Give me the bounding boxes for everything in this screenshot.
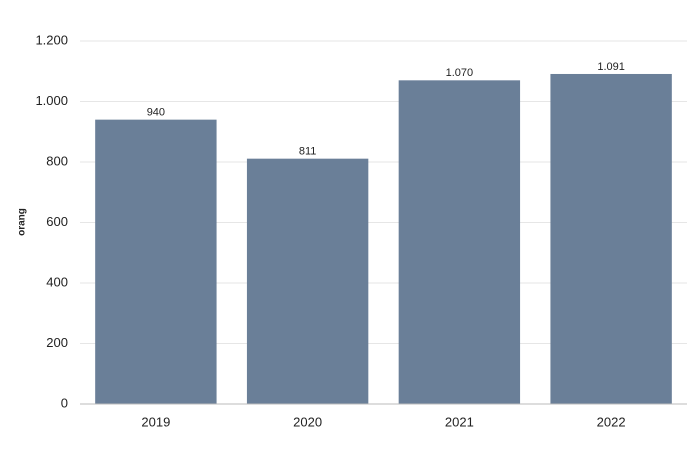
y-tick-label: 0 <box>61 395 68 410</box>
bar <box>550 73 672 404</box>
y-tick-label: 400 <box>46 274 68 289</box>
bar <box>398 80 521 404</box>
y-tick-label: 600 <box>46 214 68 229</box>
data-label: 1.091 <box>597 61 625 73</box>
data-label: 811 <box>299 146 317 158</box>
y-tick-label: 1.000 <box>35 93 68 108</box>
y-tick-label: 1.200 <box>35 32 68 47</box>
y-tick-label: 800 <box>46 153 68 168</box>
x-tick-label: 2019 <box>141 414 170 429</box>
data-label: 940 <box>147 107 165 119</box>
bar <box>246 158 369 404</box>
y-axis-label: orang <box>17 208 28 236</box>
x-tick-label: 2021 <box>445 414 474 429</box>
x-tick-label: 2020 <box>293 414 322 429</box>
y-tick-label: 200 <box>46 335 68 350</box>
bar <box>95 119 217 405</box>
x-tick-label: 2022 <box>597 414 626 429</box>
data-label: 1.070 <box>446 67 474 79</box>
